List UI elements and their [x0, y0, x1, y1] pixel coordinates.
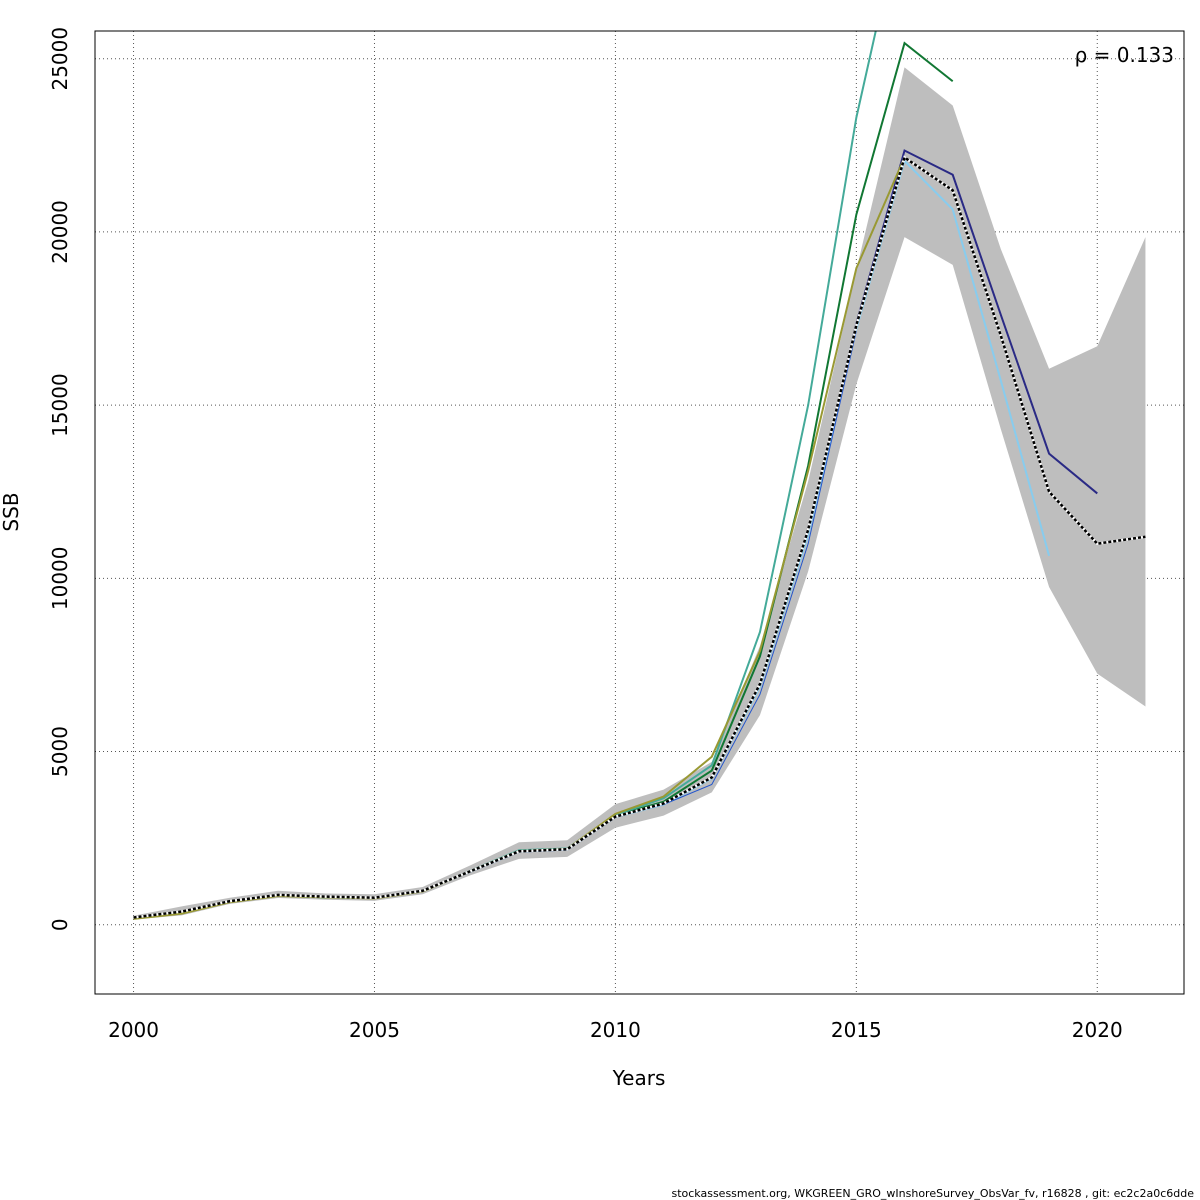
y-axis-title: SSB: [0, 492, 23, 531]
y-tick-label: 20000: [48, 200, 72, 264]
footer-source: stockassessment.org, WKGREEN_GRO_wInshor…: [671, 1187, 1194, 1200]
series-line: [133, 158, 1051, 919]
series-lines: [133, 31, 1146, 920]
x-tick-label: 2000: [108, 1018, 159, 1042]
ci-band-area: [133, 67, 1146, 920]
x-tick-label: 2010: [590, 1018, 641, 1042]
y-tick-label: 25000: [48, 27, 72, 91]
x-tick-label: 2020: [1072, 1018, 1123, 1042]
x-axis: 2000 2005 2010 2015 2020: [108, 1018, 1123, 1042]
series-line: [133, 149, 1098, 919]
series-line: [133, 31, 877, 920]
y-tick-label: 5000: [48, 726, 72, 777]
rho-annotation: ρ = 0.133: [1075, 43, 1174, 67]
y-tick-label: 10000: [48, 547, 72, 611]
series-line: [133, 155, 1146, 919]
y-tick-label: 15000: [48, 373, 72, 437]
grid-lines: [95, 31, 1184, 994]
plot-frame: [94, 30, 1185, 995]
x-axis-title: Years: [612, 1066, 666, 1090]
y-tick-label: 0: [48, 918, 72, 931]
y-axis: 0 5000 10000 15000 20000 25000: [48, 27, 72, 931]
series-line: [133, 330, 857, 919]
confidence-band: [133, 67, 1146, 920]
x-tick-label: 2015: [831, 1018, 882, 1042]
x-tick-label: 2005: [349, 1018, 400, 1042]
